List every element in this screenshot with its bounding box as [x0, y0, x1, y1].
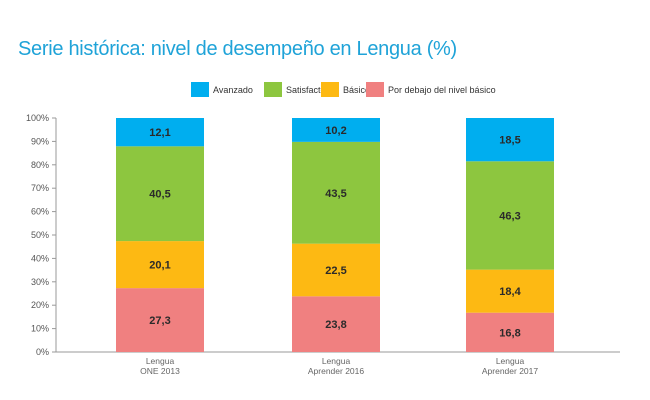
- x-tick-label: Aprender 2016: [308, 366, 365, 376]
- y-tick-label: 70%: [31, 183, 49, 193]
- legend-label-por-debajo: Por debajo del nivel básico: [388, 84, 496, 95]
- y-tick-label: 10%: [31, 324, 49, 334]
- data-label: 18,4: [499, 286, 521, 298]
- bar-segment-avanzado: [292, 118, 380, 142]
- data-label: 22,5: [325, 265, 346, 277]
- bar-segment-basico: [116, 241, 204, 289]
- data-label: 40,5: [149, 189, 170, 201]
- bar-segment-avanzado: [116, 118, 204, 147]
- x-tick-label: Lengua: [496, 356, 525, 366]
- bar-segment-satisfactorio: [466, 161, 554, 270]
- legend-swatch-basico: [321, 82, 339, 97]
- data-label: 20,1: [149, 260, 170, 272]
- y-tick-label: 80%: [31, 160, 49, 170]
- data-label: 27,3: [149, 315, 170, 327]
- x-tick-label: Aprender 2017: [482, 366, 539, 376]
- legend-item-avanzado: Avanzado: [191, 82, 253, 97]
- bar-segment-satisfactorio: [292, 141, 380, 244]
- legend-label-satisfactorio: Satisfactorio: [286, 84, 336, 95]
- y-tick-label: 40%: [31, 253, 49, 263]
- legend-label-avanzado: Avanzado: [213, 84, 253, 95]
- bar-segment-avanzado: [466, 118, 554, 162]
- y-tick-label: 100%: [26, 113, 49, 123]
- legend-label-basico: Básico: [343, 84, 371, 95]
- legend-swatch-por-debajo: [366, 82, 384, 97]
- data-label: 46,3: [499, 210, 520, 222]
- bar-segment-por_debajo: [116, 288, 204, 352]
- y-tick-label: 0%: [36, 347, 49, 357]
- data-label: 23,8: [325, 319, 346, 331]
- x-tick-label: ONE 2013: [140, 366, 180, 376]
- data-label: 12,1: [149, 127, 170, 139]
- legend-swatch-satisfactorio: [264, 82, 282, 97]
- x-tick-label: Lengua: [146, 356, 175, 366]
- y-tick-label: 90%: [31, 136, 49, 146]
- legend: Avanzado Satisfactorio Básico Por debajo…: [0, 82, 650, 102]
- bar-segment-satisfactorio: [116, 146, 204, 242]
- data-label: 16,8: [499, 327, 520, 339]
- y-tick-label: 20%: [31, 300, 49, 310]
- x-tick-label: Lengua: [322, 356, 351, 366]
- data-label: 43,5: [325, 188, 346, 200]
- chart-title: Serie histórica: nivel de desempeño en L…: [18, 38, 457, 60]
- legend-item-por-debajo: Por debajo del nivel básico: [366, 82, 496, 97]
- legend-swatch-avanzado: [191, 82, 209, 97]
- y-tick-label: 50%: [31, 230, 49, 240]
- legend-item-satisfactorio: Satisfactorio: [264, 82, 336, 97]
- bar-segment-por_debajo: [466, 312, 554, 352]
- y-tick-label: 60%: [31, 207, 49, 217]
- bar-segment-basico: [292, 243, 380, 297]
- bar-segment-basico: [466, 269, 554, 313]
- legend-item-basico: Básico: [321, 82, 370, 97]
- data-label: 18,5: [499, 135, 520, 147]
- y-tick-label: 30%: [31, 277, 49, 287]
- data-label: 10,2: [325, 125, 346, 137]
- bar-segment-por_debajo: [292, 296, 380, 352]
